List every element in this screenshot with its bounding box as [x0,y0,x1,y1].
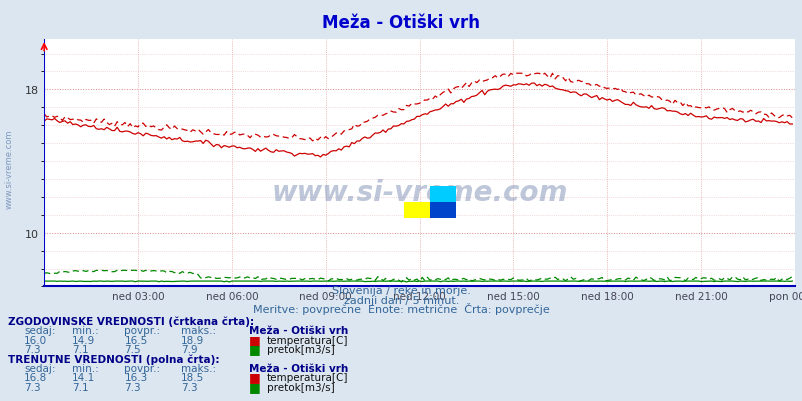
Text: pretok[m3/s]: pretok[m3/s] [266,344,334,354]
Text: 16.8: 16.8 [24,373,47,383]
Text: 18.9: 18.9 [180,335,204,345]
Text: Meža - Otiški vrh: Meža - Otiški vrh [322,14,480,32]
Text: povpr.:: povpr.: [124,326,160,336]
Text: 7.3: 7.3 [24,344,41,354]
Text: sedaj:: sedaj: [24,363,55,373]
FancyBboxPatch shape [429,187,456,211]
Text: 7.9: 7.9 [180,344,197,354]
Text: www.si-vreme.com: www.si-vreme.com [271,179,567,207]
Text: 14.1: 14.1 [72,373,95,383]
Text: ■: ■ [249,342,261,355]
Text: Slovenija / reke in morje.: Slovenija / reke in morje. [332,286,470,296]
Text: Meritve: povprečne  Enote: metrične  Črta: povprečje: Meritve: povprečne Enote: metrične Črta:… [253,302,549,314]
Text: maks.:: maks.: [180,363,216,373]
FancyBboxPatch shape [429,203,456,219]
Text: 14.9: 14.9 [72,335,95,345]
Text: 18.5: 18.5 [180,373,204,383]
Text: maks.:: maks.: [180,326,216,336]
Text: min.:: min.: [72,326,99,336]
Text: 7.3: 7.3 [124,382,141,392]
Text: 7.3: 7.3 [24,382,41,392]
Text: Meža - Otiški vrh: Meža - Otiški vrh [249,363,348,373]
Text: pretok[m3/s]: pretok[m3/s] [266,382,334,392]
Text: 16.0: 16.0 [24,335,47,345]
Text: temperatura[C]: temperatura[C] [266,335,347,345]
Text: www.si-vreme.com: www.si-vreme.com [5,129,14,208]
Text: 7.5: 7.5 [124,344,141,354]
Text: ■: ■ [249,333,261,346]
Text: sedaj:: sedaj: [24,326,55,336]
Text: ■: ■ [249,371,261,383]
Text: 7.1: 7.1 [72,382,89,392]
Text: 16.3: 16.3 [124,373,148,383]
Text: ■: ■ [249,380,261,393]
Text: 7.1: 7.1 [72,344,89,354]
Text: temperatura[C]: temperatura[C] [266,373,347,383]
Text: ZGODOVINSKE VREDNOSTI (črtkana črta):: ZGODOVINSKE VREDNOSTI (črtkana črta): [8,316,254,326]
Text: TRENUTNE VREDNOSTI (polna črta):: TRENUTNE VREDNOSTI (polna črta): [8,353,219,364]
Text: 16.5: 16.5 [124,335,148,345]
Text: min.:: min.: [72,363,99,373]
Text: zadnji dan / 5 minut.: zadnji dan / 5 minut. [343,295,459,305]
Text: povpr.:: povpr.: [124,363,160,373]
Text: 7.3: 7.3 [180,382,197,392]
Text: Meža - Otiški vrh: Meža - Otiški vrh [249,326,348,336]
FancyBboxPatch shape [403,203,429,219]
